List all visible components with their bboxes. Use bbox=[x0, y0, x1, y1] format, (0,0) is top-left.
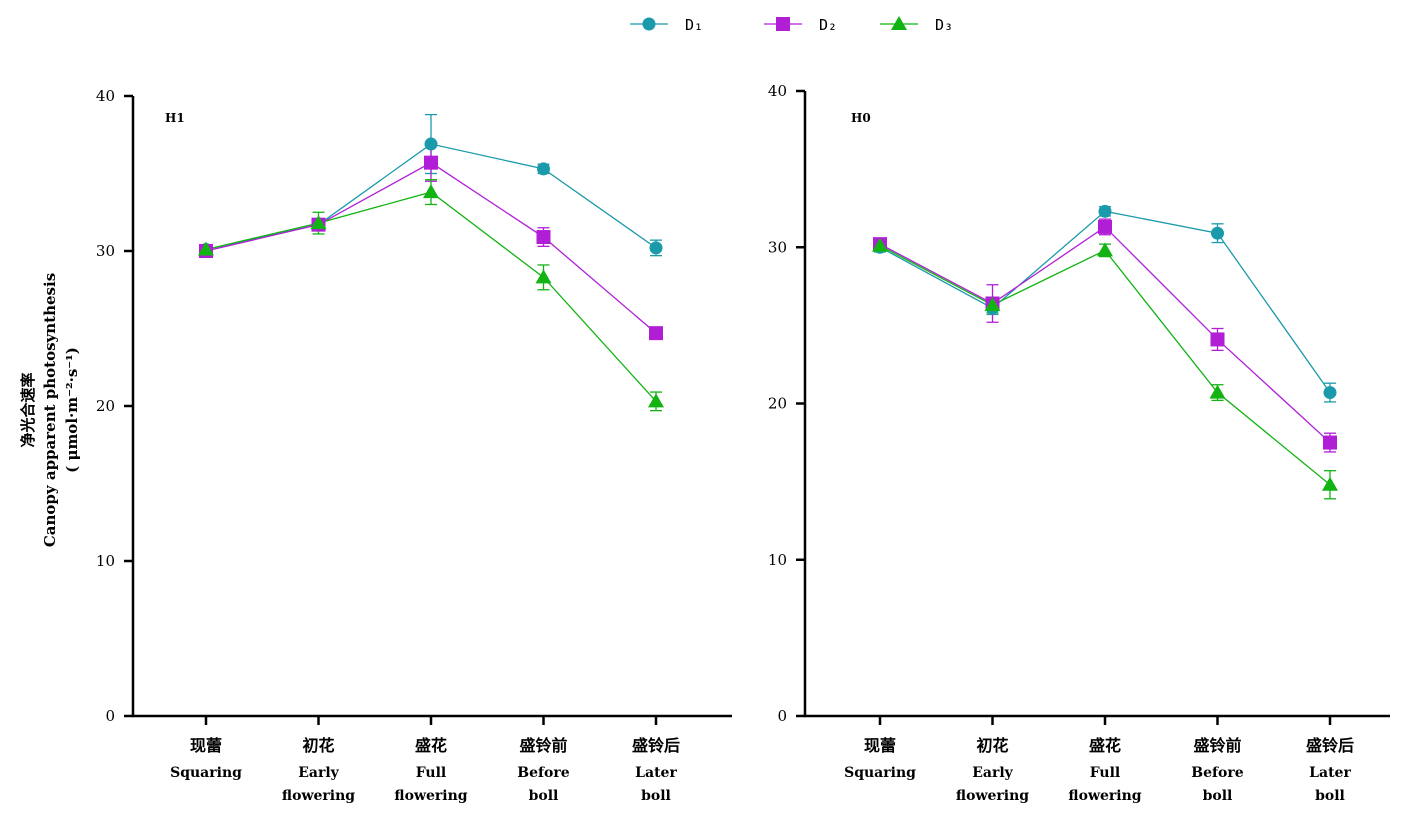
data-point-circle bbox=[649, 241, 663, 255]
y-axis-title: Canopy apparent photosynthesis bbox=[41, 273, 59, 547]
data-point-circle bbox=[1098, 204, 1112, 218]
data-point-circle bbox=[1323, 386, 1337, 400]
y-tick-label: 0 bbox=[105, 707, 115, 725]
x-tick-label-cn: 初花 bbox=[302, 736, 334, 755]
x-tick-label-en: flowering bbox=[282, 788, 355, 804]
x-tick-label-en: boll bbox=[529, 788, 559, 804]
x-tick-label-cn: 盛花 bbox=[1089, 736, 1121, 755]
x-tick-label-cn: 盛花 bbox=[415, 736, 447, 755]
data-point-circle bbox=[1211, 226, 1224, 240]
data-point-triangle bbox=[1322, 476, 1338, 491]
x-tick-label-en: flowering bbox=[956, 788, 1029, 804]
x-tick-label-en: Full bbox=[416, 765, 447, 781]
panel-label: H1 bbox=[165, 111, 185, 125]
data-point-triangle bbox=[872, 237, 888, 252]
y-tick-label: 10 bbox=[768, 551, 787, 569]
y-tick-label: 40 bbox=[768, 82, 787, 100]
x-tick-label-en: Before bbox=[1191, 765, 1243, 781]
data-point-square bbox=[1210, 332, 1225, 347]
series-line-3 bbox=[879, 245, 1331, 486]
x-tick-label-en: Before bbox=[517, 765, 569, 781]
data-point-square bbox=[1098, 219, 1112, 234]
x-tick-label-cn: 盛铃后 bbox=[1306, 736, 1354, 755]
x-tick-label-en: Squaring bbox=[844, 765, 916, 781]
data-point-triangle bbox=[423, 184, 439, 199]
panel-label: H0 bbox=[851, 111, 871, 125]
legend-marker-square bbox=[776, 17, 790, 31]
x-tick-label-en: Squaring bbox=[170, 765, 242, 781]
y-axis-title: 净光合速率 bbox=[19, 372, 37, 447]
data-point-square bbox=[424, 155, 438, 170]
data-point-triangle bbox=[648, 393, 664, 408]
series-line-1 bbox=[879, 210, 1331, 393]
x-tick-label-cn: 现蕾 bbox=[864, 736, 896, 755]
x-tick-label-en: Early bbox=[972, 765, 1013, 781]
legend-marker-circle bbox=[642, 17, 656, 31]
x-tick-label-en: flowering bbox=[1068, 788, 1141, 804]
x-tick-label-cn: 盛铃后 bbox=[632, 736, 680, 755]
x-tick-label-en: boll bbox=[641, 788, 671, 804]
y-tick-label: 30 bbox=[96, 242, 115, 260]
x-tick-label-en: flowering bbox=[394, 788, 467, 804]
data-point-triangle bbox=[535, 269, 552, 284]
data-point-triangle bbox=[310, 215, 327, 230]
y-tick-label: 10 bbox=[96, 552, 115, 570]
data-point-triangle bbox=[1209, 384, 1226, 399]
series-line-2 bbox=[879, 226, 1331, 444]
legend-label: D₃ bbox=[935, 16, 953, 34]
x-tick-label-cn: 现蕾 bbox=[190, 736, 222, 755]
data-point-circle bbox=[537, 162, 550, 176]
x-tick-label-cn: 盛铃前 bbox=[1193, 736, 1241, 755]
data-point-square bbox=[649, 326, 663, 341]
x-tick-label-en: boll bbox=[1203, 788, 1233, 804]
data-point-triangle bbox=[984, 297, 1001, 312]
y-tick-label: 20 bbox=[768, 395, 787, 413]
legend-marker-triangle bbox=[891, 16, 907, 30]
legend-label: D₂ bbox=[819, 16, 837, 34]
x-tick-label-en: Full bbox=[1090, 765, 1121, 781]
data-point-square bbox=[1323, 435, 1337, 450]
y-axis-title: ( μmol·m⁻²·s⁻¹) bbox=[63, 347, 81, 473]
x-tick-label-en: boll bbox=[1315, 788, 1345, 804]
x-tick-label-cn: 初花 bbox=[976, 736, 1008, 755]
y-tick-label: 40 bbox=[96, 87, 115, 105]
data-point-triangle bbox=[1097, 242, 1113, 257]
x-tick-label-en: Later bbox=[635, 765, 677, 781]
legend-label: D₁ bbox=[685, 16, 703, 34]
x-tick-label-cn: 盛铃前 bbox=[519, 736, 567, 755]
data-point-circle bbox=[424, 137, 438, 151]
data-point-triangle bbox=[198, 241, 214, 256]
data-point-square bbox=[536, 230, 551, 245]
x-tick-label-en: Early bbox=[298, 765, 339, 781]
y-tick-label: 30 bbox=[768, 238, 787, 256]
series-line-3 bbox=[205, 191, 657, 402]
y-tick-label: 20 bbox=[96, 397, 115, 415]
x-tick-label-en: Later bbox=[1309, 765, 1351, 781]
y-tick-label: 0 bbox=[777, 707, 787, 725]
